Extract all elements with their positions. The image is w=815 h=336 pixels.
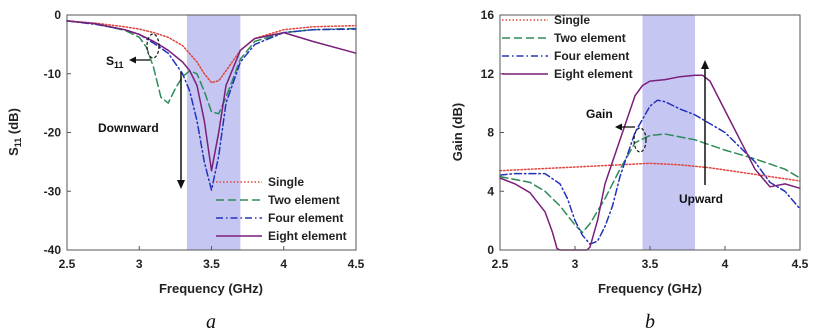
panel-b-gain-ellipse	[633, 127, 647, 153]
panel-b-series-line-four-element	[499, 99, 801, 245]
panel-b-y-tick-labels: 0 4 8 12 16	[481, 8, 495, 257]
panel-b-gain-annotation: Gain	[586, 107, 613, 121]
panel-a-s11-arrowhead	[129, 56, 136, 64]
panel-a-x-tick-label: 2.5	[59, 257, 76, 271]
panel-b-x-axis-label: Frequency (GHz)	[598, 281, 702, 296]
panel-b-legend-label-two: Two element	[554, 31, 626, 45]
panel-a-x-tick-label: 3	[136, 257, 143, 271]
panel-a-y-tick-label: -10	[44, 67, 62, 81]
panel-b-legend-label-four: Four element	[554, 49, 629, 63]
panel-a-downward-label: Downward	[98, 121, 159, 135]
panel-b-y-tick-label: 8	[487, 126, 494, 140]
panel-b-upward-arrowhead	[701, 60, 709, 69]
panel-a-label: a	[206, 311, 216, 333]
panel-a-series-line-four-element	[66, 20, 357, 191]
panel-a-legend-label-eight: Eight element	[268, 229, 347, 243]
panel-a-downward-arrowhead	[177, 180, 185, 189]
panel-b-chart: 2.5 3 3.5 4 4.5 0 4 8 12 16 Frequency (GHz) Gain…	[450, 8, 809, 333]
panel-a-y-tick-label: -30	[44, 184, 62, 198]
panel-b-shaded-band	[642, 15, 695, 250]
panel-a-y-tick-label: 0	[54, 8, 61, 22]
panel-b-x-tick-labels: 2.5 3 3.5 4 4.5	[492, 257, 809, 271]
panel-b-gain-arrowhead	[615, 123, 622, 131]
panel-a-y-tick-label: -20	[44, 126, 62, 140]
panel-b-legend-label-eight: Eight element	[554, 67, 633, 81]
panel-b-x-tick-label: 2.5	[492, 257, 509, 271]
panel-a-x-axis-label: Frequency (GHz)	[159, 281, 263, 296]
panel-a-legend: Single Two element Four element Eight el…	[216, 175, 347, 243]
panel-b-y-axis-label: Gain (dB)	[450, 103, 465, 162]
panel-a-y-tick-label: -40	[44, 243, 62, 257]
panel-a-series-line-single	[66, 20, 357, 84]
panel-b-plot-frame	[499, 14, 801, 251]
panel-a-chart: 2.5 3 3.5 4 4.5 -40 -30 -20 -10 0 Frequency (GHz…	[6, 8, 365, 333]
panel-a-x-tick-label: 4.5	[348, 257, 365, 271]
panel-b-y-tick-label: 16	[481, 8, 495, 22]
panel-a-legend-label-two: Two element	[268, 193, 340, 207]
panel-b-legend: Single Two element Four element Eight el…	[502, 13, 633, 81]
panel-b-series-line-single	[499, 162, 801, 182]
panel-b-y-tick-label: 12	[481, 67, 495, 81]
panel-b-x-tick-label: 4	[722, 257, 729, 271]
panel-a-shaded-band	[186, 15, 241, 250]
panel-b-y-tick-label: 0	[487, 243, 494, 257]
panel-a-y-tick-labels: -40 -30 -20 -10 0	[44, 8, 62, 257]
panel-a-y-axis-label: S11 (dB)	[6, 108, 23, 156]
panel-b-series-lines	[499, 74, 801, 251]
panel-a-x-tick-label: 4	[280, 257, 287, 271]
panel-b-upward-label: Upward	[679, 192, 723, 206]
panel-b-y-tick-label: 4	[487, 184, 494, 198]
panel-b-series-line-two-element	[499, 133, 801, 234]
panel-b-legend-label-single: Single	[554, 13, 590, 27]
panel-b-x-tick-label: 3	[572, 257, 579, 271]
panel-a-s11-annotation: S11	[106, 54, 124, 70]
panel-a-s11-ellipse	[146, 33, 160, 59]
panel-a-legend-label-single: Single	[268, 175, 304, 189]
panel-a-series-line-eight-element	[66, 20, 357, 172]
panel-b-x-tick-label: 4.5	[792, 257, 809, 271]
panel-a-legend-label-four: Four element	[268, 211, 343, 225]
panel-a-series-lines	[66, 20, 357, 191]
panel-b-x-tick-label: 3.5	[642, 257, 659, 271]
panel-a-x-tick-labels: 2.5 3 3.5 4 4.5	[59, 257, 365, 271]
panel-a-plot-frame	[66, 14, 357, 251]
panel-b-series-line-eight-element	[499, 74, 801, 251]
panel-a-x-tick-label: 3.5	[203, 257, 220, 271]
panel-b-label: b	[645, 311, 655, 333]
